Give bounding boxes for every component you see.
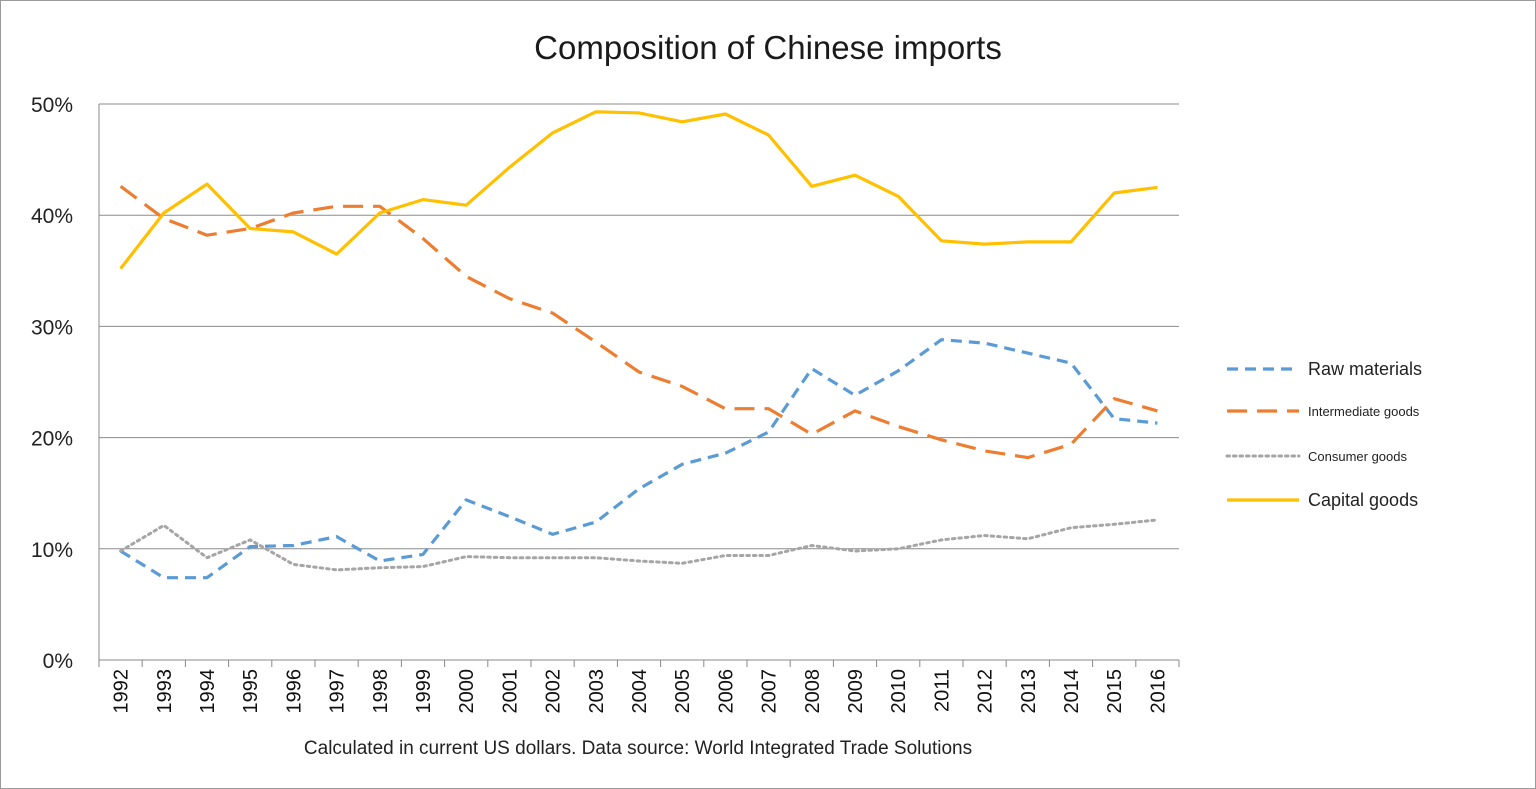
legend-label: Consumer goods <box>1308 449 1407 464</box>
y-tick-label: 30% <box>31 316 73 339</box>
y-tick-label: 40% <box>31 205 73 228</box>
y-tick-label: 20% <box>31 428 73 451</box>
x-tick-label: 1994 <box>197 669 219 714</box>
x-tick-label: 2016 <box>1147 669 1169 714</box>
series-line-capital-goods <box>119 110 1158 270</box>
y-axis-tick-labels: 0% 10% 20% 30% 40% 50% <box>31 94 73 673</box>
y-tick-label: 0% <box>43 650 73 673</box>
x-tick-label: 2013 <box>1018 669 1040 714</box>
x-tick-label: 1993 <box>154 669 176 714</box>
x-tick-label: 1999 <box>413 669 435 714</box>
x-tick-label: 2003 <box>586 669 608 714</box>
x-tick-label: 2012 <box>975 669 997 714</box>
series-line-intermediate-goods <box>119 185 1158 460</box>
legend-label: Raw materials <box>1308 359 1422 379</box>
series-line-raw-materials <box>119 338 1158 580</box>
series-line-consumer-goods <box>119 518 1159 572</box>
x-tick-label: 1998 <box>370 669 392 714</box>
x-tick-label: 2011 <box>931 669 953 712</box>
x-tick-label: 1996 <box>283 669 305 714</box>
y-tick-label: 10% <box>31 539 73 562</box>
x-tick-label: 2008 <box>802 669 824 714</box>
axes <box>98 104 1180 667</box>
x-tick-label: 2015 <box>1104 669 1126 714</box>
x-tick-label: 2009 <box>845 669 867 714</box>
x-tick-label: 2010 <box>888 669 910 714</box>
x-tick-label: 2001 <box>499 669 521 714</box>
x-tick-label: 2005 <box>672 669 694 714</box>
x-tick-label: 2006 <box>715 669 737 714</box>
legend-label: Intermediate goods <box>1308 404 1420 419</box>
legend-label: Capital goods <box>1308 490 1418 510</box>
legend: Raw materials Intermediate goods Consumer … <box>1225 359 1422 510</box>
x-tick-label: 1995 <box>240 669 262 714</box>
y-tick-label: 50% <box>31 94 73 117</box>
x-tick-label: 1997 <box>327 669 349 714</box>
x-axis-tick-labels: 1992 1993 1994 1995 1996 1997 1998 1999 2000 2001… <box>111 669 1170 714</box>
series-lines <box>119 110 1159 580</box>
x-tick-label: 2002 <box>543 669 565 714</box>
x-tick-label: 2014 <box>1061 669 1083 714</box>
gridlines <box>99 103 1179 550</box>
x-tick-label: 2004 <box>629 669 651 714</box>
x-tick-label: 2000 <box>456 669 478 714</box>
x-tick-label: 2007 <box>759 669 781 714</box>
x-tick-label: 1992 <box>111 669 133 714</box>
chart-caption: Calculated in current US dollars. Data s… <box>304 738 972 759</box>
chart-title: Composition of Chinese imports <box>534 29 1002 66</box>
